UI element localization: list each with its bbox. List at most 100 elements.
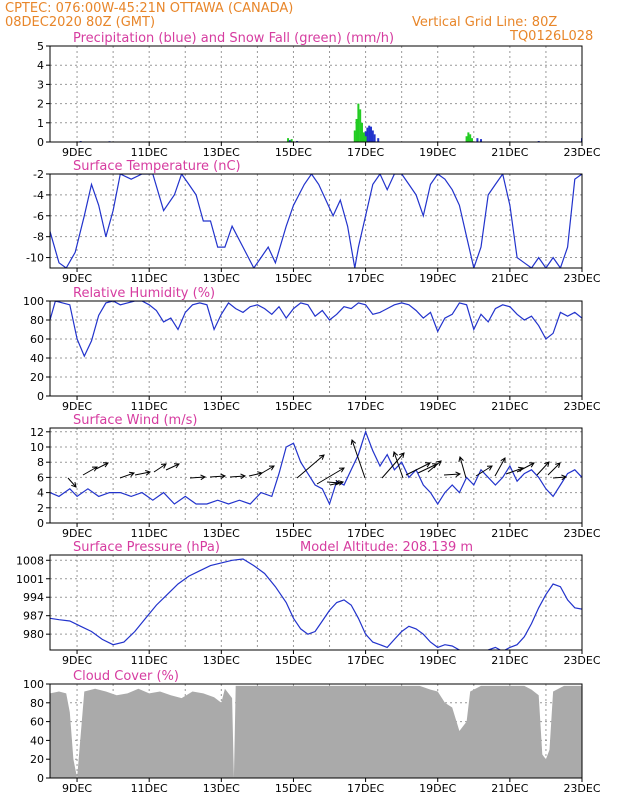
wind-arrow-head (458, 455, 464, 463)
wind-arrow-shaft (134, 471, 151, 476)
wind-xtick-label: 17DEC (347, 527, 384, 540)
wind-arrow-head (338, 480, 345, 486)
header-date: 08DEC2020 80Z (GMT) (5, 15, 156, 30)
temperature-series-line (50, 174, 582, 268)
wind-arrow-head (544, 461, 550, 468)
cloud-ytick-label: 40 (30, 734, 44, 747)
humidity-xtick-label: 11DEC (131, 400, 168, 413)
wind-arrow-shaft (405, 462, 431, 476)
temperature-xtick-label: 19DEC (419, 272, 456, 285)
wind-arrow-head (268, 465, 275, 471)
wind-arrow-shaft (229, 475, 246, 478)
precip-ytick-label: 0 (37, 136, 44, 149)
wind-arrow-shaft (393, 451, 404, 479)
cloud-ytick-label: 60 (30, 716, 44, 729)
humidity-ytick-label: 80 (30, 314, 44, 327)
precip-bar-precipitation (377, 138, 380, 142)
wind-arrow-shaft (536, 461, 550, 476)
precip-ytick-label: 4 (37, 59, 44, 72)
wind-xtick-label: 9DEC (62, 527, 92, 540)
wind-xtick-label: 15DEC (275, 527, 312, 540)
precip-bar-precipitation (370, 126, 373, 142)
precip-frame (49, 45, 583, 143)
precip-bar-snowfall (360, 122, 363, 142)
wind-arrow-shaft (296, 454, 325, 479)
temperature-xtick-label: 23DEC (563, 272, 600, 285)
wind-arrow-shaft (95, 462, 109, 470)
wind-arrow-head (319, 454, 325, 460)
precip-bar-snowfall (353, 130, 356, 142)
cloud-xtick-label: 11DEC (131, 782, 168, 795)
pressure-xtick-label: 13DEC (203, 654, 240, 667)
wind-xtick-label: 11DEC (131, 527, 168, 540)
wind-arrow-head (392, 451, 399, 457)
pressure-ytick-label: 1001 (16, 573, 44, 586)
humidity-ytick-label: 40 (30, 352, 44, 365)
cloud-xtick-label: 21DEC (491, 782, 528, 795)
wind-ytick-label: 2 (37, 502, 44, 515)
wind-arrow-shaft (417, 463, 438, 474)
wind-arrow-shaft (165, 463, 180, 471)
precip-bar-snowfall (467, 132, 470, 142)
precip-xtick-label: 15DEC (275, 146, 312, 159)
cloud-xtick-label: 9DEC (62, 782, 92, 795)
wind-arrow-shaft (329, 481, 344, 486)
pressure-xtick-label: 21DEC (491, 654, 528, 667)
precip-xtick-label: 9DEC (62, 146, 92, 159)
wind-arrow-shaft (427, 460, 442, 473)
precip-bar-snowfall (357, 103, 360, 142)
temperature-frame (49, 173, 583, 269)
precip-bar-snowfall (465, 136, 468, 142)
cloud-frame (49, 683, 583, 779)
precip-xtick-label: 21DEC (491, 146, 528, 159)
precip-bar-snowfall (359, 109, 362, 142)
pressure-title: Surface Pressure (hPa) (73, 540, 220, 555)
wind-arrow-shaft (459, 456, 467, 479)
precip-ytick-label: 5 (37, 40, 44, 53)
precip-bar-precipitation (288, 140, 291, 142)
wind-ytick-label: 4 (37, 487, 44, 500)
precip-bar-snowfall (469, 134, 472, 142)
wind-ytick-label: 10 (30, 441, 44, 454)
precip-ytick-label: 3 (37, 78, 44, 91)
wind-arrow-head (102, 462, 109, 468)
pressure-series-line (50, 558, 582, 650)
temperature-xtick-label: 15DEC (275, 272, 312, 285)
cloud-xtick-label: 17DEC (347, 782, 384, 795)
header-code: TQ0126L028 (510, 29, 594, 44)
cloud-ytick-label: 80 (30, 697, 44, 710)
header-station: CPTEC: 076:00W-45:21N OTTAWA (CANADA) (5, 1, 294, 16)
wind-arrow-head (220, 473, 227, 480)
precip-bar-precipitation (366, 127, 369, 142)
cloud-ytick-label: 0 (37, 772, 44, 785)
temperature-ytick-label: -2 (33, 168, 44, 181)
wind-arrow-head (145, 470, 152, 476)
wind-xtick-label: 21DEC (491, 527, 528, 540)
wind-arrow-head (500, 457, 506, 463)
humidity-title: Relative Humidity (%) (73, 286, 215, 301)
wind-arrow-shaft (547, 462, 561, 476)
precip-bar-snowfall (364, 136, 367, 142)
wind-arrow-shaft (248, 472, 263, 477)
wind-arrow-head (424, 462, 431, 468)
humidity-xtick-label: 23DEC (563, 400, 600, 413)
wind-arrow-shaft (189, 476, 206, 479)
cloud-ytick-label: 100 (23, 678, 44, 691)
wind-arrow-shaft (67, 477, 77, 488)
temperature-xtick-label: 13DEC (203, 272, 240, 285)
precip-ytick-label: 1 (37, 117, 44, 130)
wind-xtick-label: 23DEC (563, 527, 600, 540)
humidity-frame (49, 300, 583, 397)
precip-bar-precipitation (368, 125, 371, 142)
wind-arrow-head (71, 481, 77, 488)
temperature-ytick-label: -8 (33, 231, 44, 244)
wind-arrow-head (173, 463, 180, 469)
wind-arrow-shaft (209, 475, 226, 478)
humidity-ytick-label: 100 (23, 295, 44, 308)
humidity-xtick-label: 15DEC (275, 400, 312, 413)
wind-arrow-head (338, 467, 345, 473)
humidity-ytick-label: 0 (37, 390, 44, 403)
precip-bar-snowfall (287, 138, 290, 142)
cloud-title: Cloud Cover (%) (73, 669, 179, 684)
pressure-annotation: Model Altitude: 208.139 m (300, 540, 473, 555)
